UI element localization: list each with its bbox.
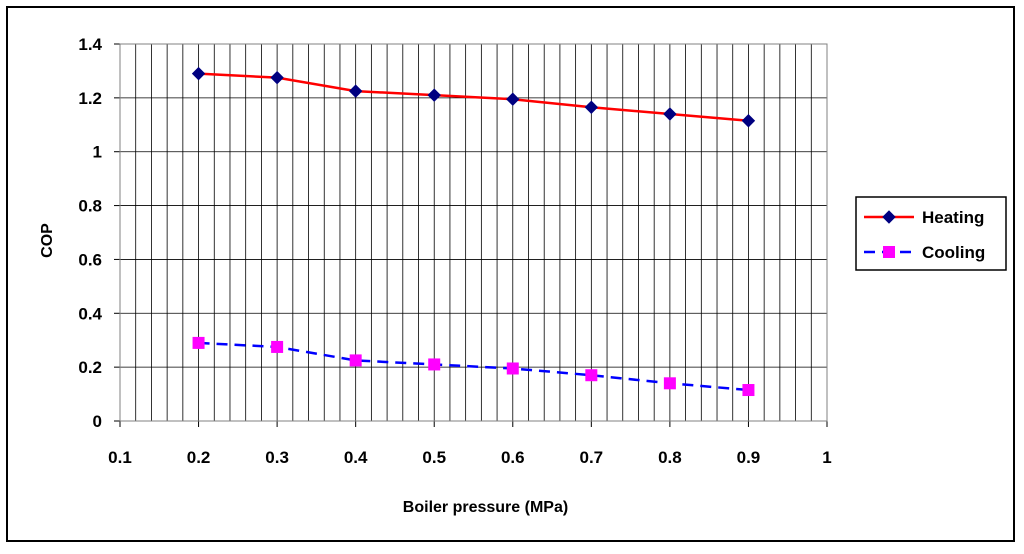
data-point-heating <box>663 107 677 121</box>
x-tick-label: 0.6 <box>501 448 525 467</box>
x-tick-label: 1 <box>822 448 831 467</box>
legend-marker-heating <box>882 210 896 224</box>
data-point-cooling <box>742 384 755 397</box>
x-tick-label: 0.3 <box>265 448 289 467</box>
legend-marker-cooling <box>883 246 895 258</box>
legend-label-cooling: Cooling <box>922 243 985 262</box>
data-point-cooling <box>192 336 205 349</box>
data-point-cooling <box>349 354 362 367</box>
x-axis-title: Boiler pressure (MPa) <box>403 499 568 516</box>
y-tick-label: 1.2 <box>78 89 102 108</box>
chart-frame <box>6 6 1015 542</box>
y-tick-label: 1 <box>93 143 102 162</box>
legend-box <box>855 196 1007 271</box>
data-point-cooling <box>506 362 519 375</box>
data-point-heating <box>427 88 441 102</box>
x-tick-label: 0.2 <box>187 448 211 467</box>
y-tick-label: 0.2 <box>78 358 102 377</box>
x-tick-label: 0.5 <box>422 448 446 467</box>
plot-area-border <box>119 43 828 422</box>
data-point-heating <box>270 70 284 85</box>
data-point-heating <box>741 114 756 128</box>
x-tick-label: 0.9 <box>737 448 761 467</box>
y-tick-label: 0.4 <box>78 304 102 323</box>
data-point-cooling <box>428 358 441 371</box>
data-point-cooling <box>663 377 676 390</box>
legend-label-heating: Heating <box>922 208 984 227</box>
y-axis-title: COP <box>39 223 56 258</box>
data-point-cooling <box>585 369 598 382</box>
y-tick-label: 0.6 <box>78 250 102 269</box>
legend: Heating Cooling <box>855 196 1007 271</box>
x-tick-label: 0.4 <box>344 448 368 467</box>
series-line-cooling <box>198 341 749 392</box>
x-tick-label: 0.1 <box>108 448 132 467</box>
y-tick-label: 0.8 <box>78 197 102 216</box>
data-point-heating <box>191 66 206 81</box>
series-lines <box>198 72 749 392</box>
data-point-heating <box>584 100 599 114</box>
gridlines <box>114 43 828 427</box>
series-line-heating <box>198 72 749 122</box>
y-tick-label: 1.4 <box>78 35 102 54</box>
series-markers <box>191 66 756 397</box>
data-point-heating <box>348 84 363 98</box>
data-point-cooling <box>271 340 284 353</box>
x-tick-label: 0.7 <box>580 448 604 467</box>
x-tick-label: 0.8 <box>658 448 682 467</box>
y-tick-label: 0 <box>93 412 102 431</box>
x-tick-labels: 0.1 0.2 0.3 0.4 0.5 0.6 0.7 0.8 0.9 1 <box>108 448 832 467</box>
y-tick-labels: 0 0.2 0.4 0.6 0.8 1 1.2 1.4 <box>78 35 102 431</box>
data-point-heating <box>506 92 520 106</box>
